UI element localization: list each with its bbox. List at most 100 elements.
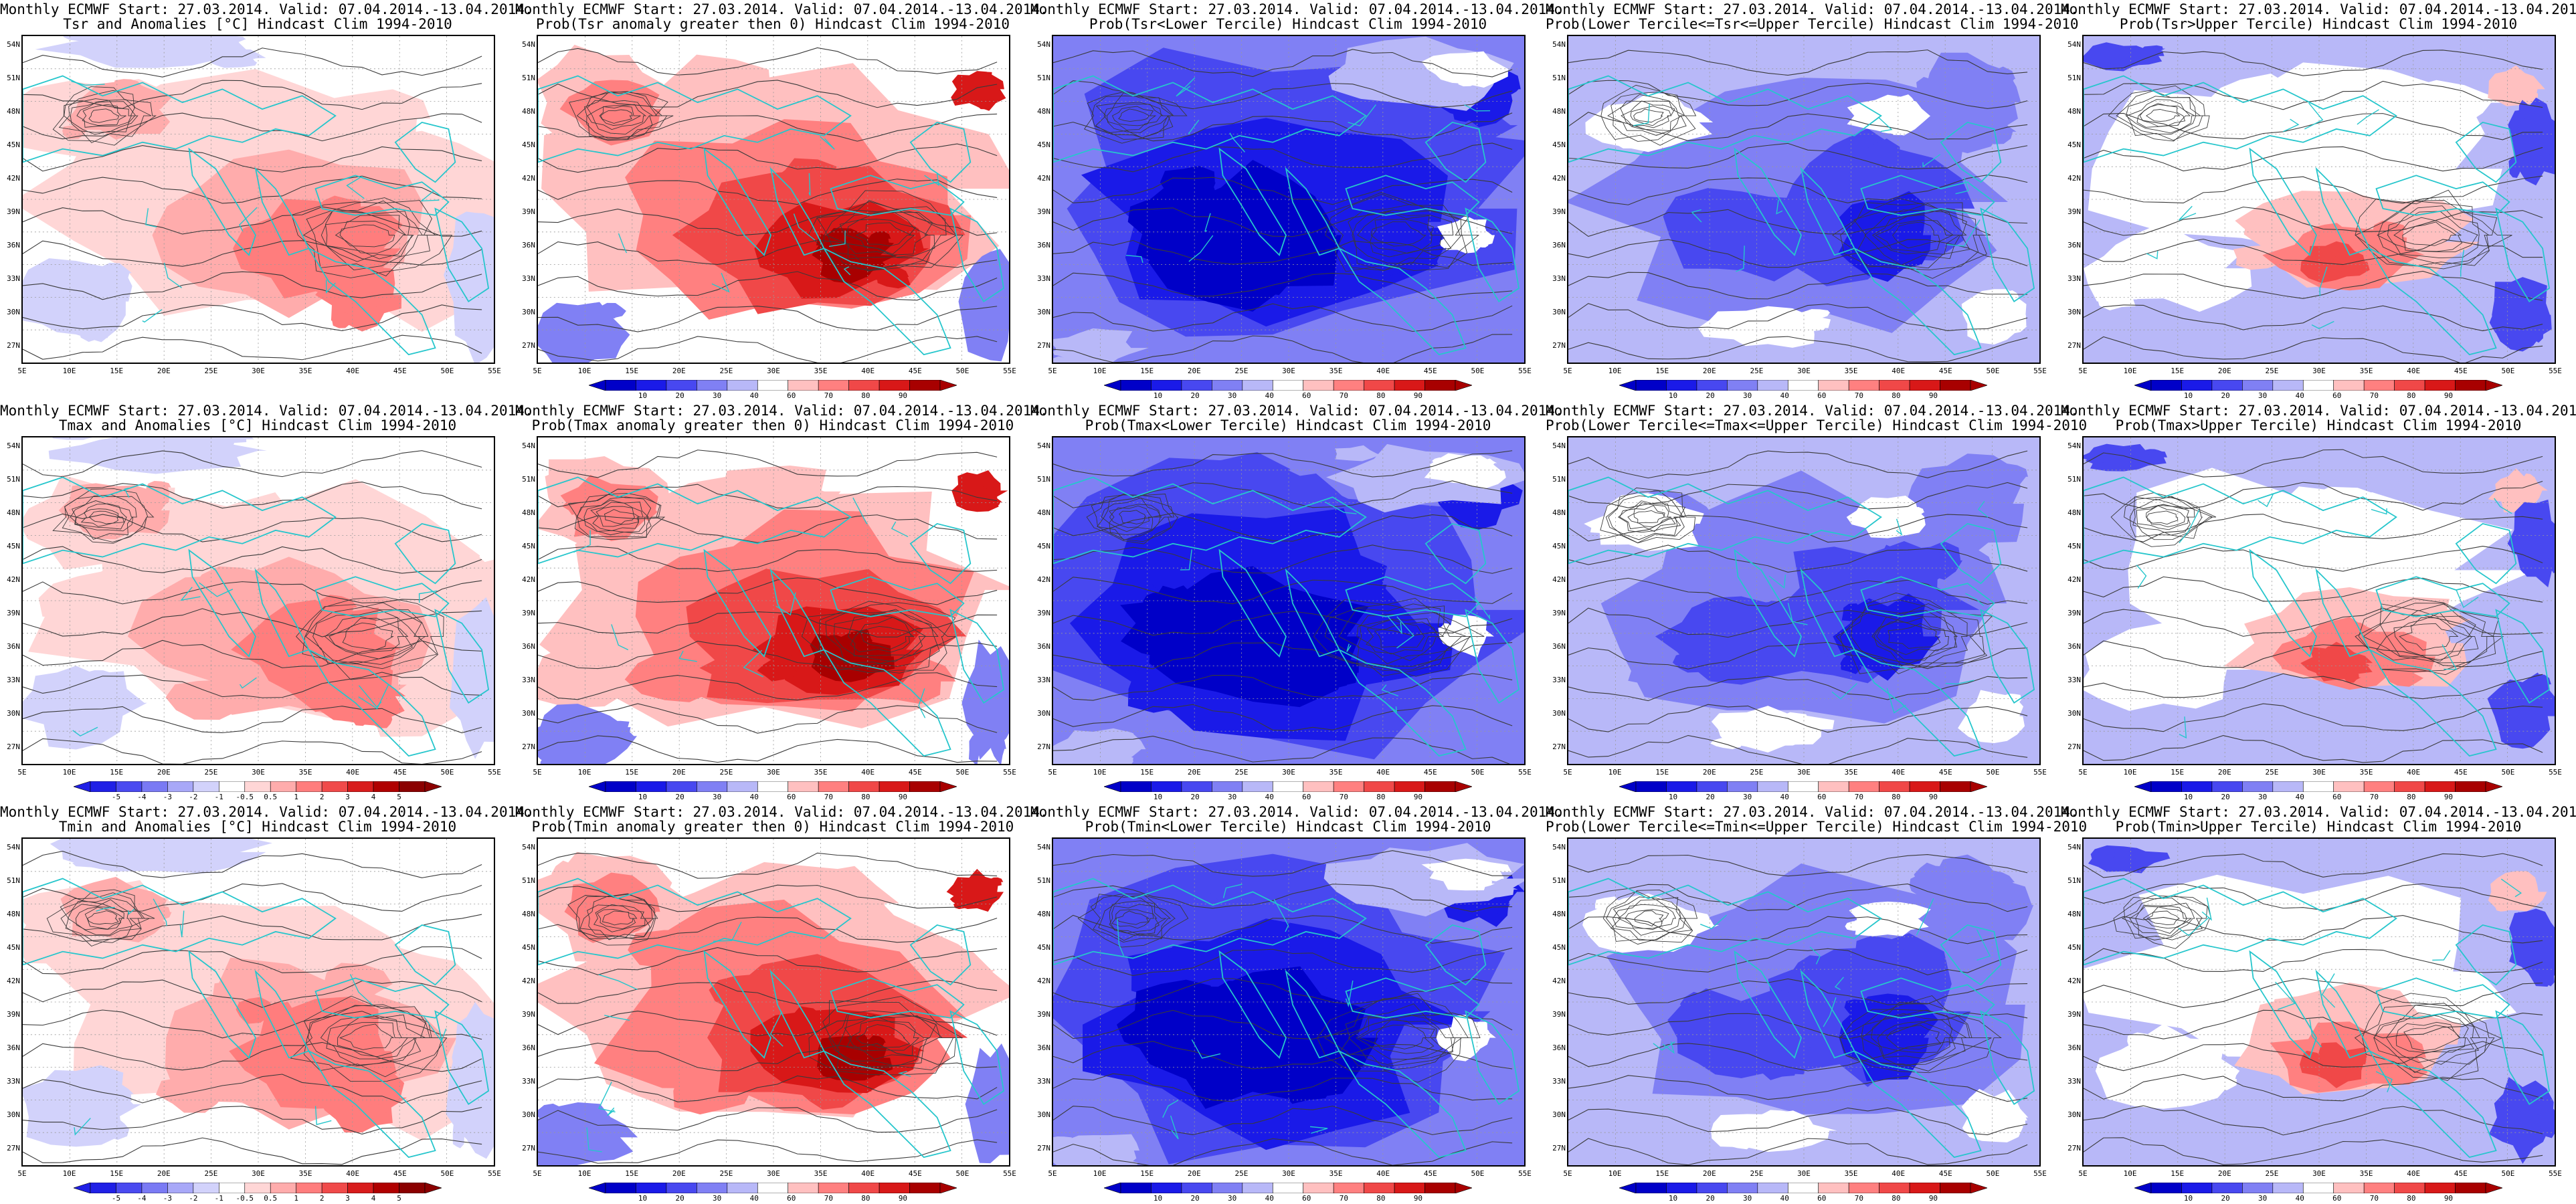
country-border	[604, 1015, 630, 1021]
map-canvas	[1568, 437, 2039, 764]
colorbar-tick-label: 10	[2183, 1194, 2193, 1203]
orography-contour	[1313, 597, 1485, 677]
country-border	[1117, 918, 1125, 957]
shaded-patch	[1472, 618, 1487, 629]
shaded-patch	[709, 975, 781, 1010]
orography-contour	[1115, 910, 1150, 925]
colorbar-tick-label: 3	[345, 1194, 350, 1203]
temperature-contour	[538, 143, 998, 173]
colorbar-swatch	[116, 1183, 143, 1193]
shaded-patch	[1738, 310, 1771, 319]
panel-title-run: Monthly ECMWF Start: 27.03.2014. Valid: …	[515, 403, 1048, 419]
longitude-label: 55E	[488, 367, 501, 375]
map-canvas	[23, 36, 494, 363]
panel-title-run: Monthly ECMWF Start: 27.03.2014. Valid: …	[1546, 804, 2079, 820]
colorbar-swatch	[636, 380, 667, 391]
temperature-contour	[538, 336, 998, 363]
shaded-patch	[538, 638, 643, 708]
orography-contour	[583, 500, 650, 532]
latitude-label: 30N	[1037, 308, 1050, 316]
orography-contour	[1374, 623, 1425, 648]
latitude-label: 30N	[522, 709, 535, 718]
country-border	[820, 136, 835, 150]
colorbar-swatch	[848, 781, 880, 792]
colorbar-swatch	[1940, 781, 1971, 792]
orography-contour	[2146, 505, 2186, 528]
colorbar-swatch	[2424, 380, 2456, 391]
colorbar-tick-label: -5	[111, 1194, 121, 1203]
country-border	[1324, 501, 1357, 514]
longitude-label: 40E	[1892, 768, 1906, 777]
shaded-patch	[188, 841, 240, 854]
longitude-label: 40E	[1376, 1169, 1390, 1178]
temperature-contour	[538, 209, 998, 236]
forecast-map	[1567, 436, 2041, 765]
shaded-patch	[2004, 715, 2020, 728]
temperature-contour	[23, 112, 482, 142]
orography-contour	[1876, 617, 1949, 656]
longitude-label: 50E	[440, 1169, 454, 1178]
country-border	[2309, 1019, 2322, 1048]
colorbar-tick-label: 10	[638, 793, 648, 801]
coastline	[1940, 924, 2002, 986]
colorbar	[1619, 1183, 1987, 1193]
coastline	[2375, 977, 2510, 1019]
latitude-label: 48N	[1037, 508, 1050, 517]
colorbar-tick-label: 80	[1376, 793, 1386, 801]
longitude-label: 30E	[2312, 768, 2326, 777]
longitude-label: 40E	[2407, 768, 2421, 777]
colorbar-tick-label: 60	[787, 793, 796, 801]
longitude-label: 10E	[1608, 768, 1622, 777]
longitude-label: 30E	[252, 768, 265, 777]
shaded-patch	[1845, 921, 1867, 931]
shaded-patch	[864, 1035, 886, 1050]
longitude-label: 20E	[1187, 367, 1201, 375]
panel-title-run: Monthly ECMWF Start: 27.03.2014. Valid: …	[2061, 1, 2576, 17]
shaded-region	[1053, 328, 1149, 363]
forecast-map	[1052, 436, 1526, 765]
colorbar-tick-label: -1	[214, 793, 223, 801]
colorbar-swatch	[1818, 781, 1849, 792]
temperature-contour	[23, 1041, 482, 1072]
latitude-label: 54N	[522, 40, 535, 49]
latitude-label: 30N	[7, 1110, 20, 1119]
shaded-patch	[628, 930, 723, 974]
temperature-contour	[2084, 304, 2543, 332]
longitude-label: 30E	[767, 367, 780, 375]
latitude-label: 27N	[1552, 742, 1566, 751]
shaded-patch	[470, 309, 484, 350]
panel-title-variable: Tmax and Anomalies [°C] Hindcast Clim 19…	[58, 417, 457, 433]
colorbar-end-left	[1619, 781, 1637, 792]
country-border	[843, 266, 851, 276]
panel-title-variable: Prob(Lower Tercile<=Tmin<=Upper Tercile)…	[1546, 819, 2088, 835]
latitude-label: 45N	[522, 140, 535, 149]
orography-contour	[1109, 904, 1160, 934]
orography-contour	[339, 1023, 395, 1050]
colorbar-tick-label: 30	[1743, 391, 1752, 400]
longitude-label: 10E	[1093, 367, 1107, 375]
colorbar-tick-label: -4	[137, 793, 147, 801]
colorbar-swatch	[909, 380, 941, 391]
country-border	[713, 921, 742, 942]
orography-contour	[305, 602, 422, 665]
shaded-patch	[776, 866, 899, 933]
longitude-label: 50E	[2501, 768, 2515, 777]
orography-contour	[1620, 100, 1685, 131]
country-border	[71, 80, 105, 86]
colorbar-swatch	[848, 1183, 880, 1193]
shaded-patch	[2530, 306, 2546, 326]
colorbar-swatch	[193, 1183, 219, 1193]
latitude-label: 54N	[1552, 441, 1566, 450]
colorbar-swatch	[1848, 380, 1879, 391]
colorbar-end-right	[2485, 380, 2502, 391]
longitude-label: 10E	[1093, 768, 1107, 777]
coastline	[1853, 1049, 1982, 1159]
shaded-patch	[332, 312, 353, 328]
longitude-label: 10E	[1608, 367, 1622, 375]
country-border	[1916, 898, 1934, 936]
orography-contour	[569, 91, 674, 140]
colorbar-swatch	[1818, 380, 1849, 391]
shaded-region	[538, 704, 638, 764]
orography-contour	[1839, 599, 1985, 674]
shaded-patch	[1498, 78, 1521, 94]
